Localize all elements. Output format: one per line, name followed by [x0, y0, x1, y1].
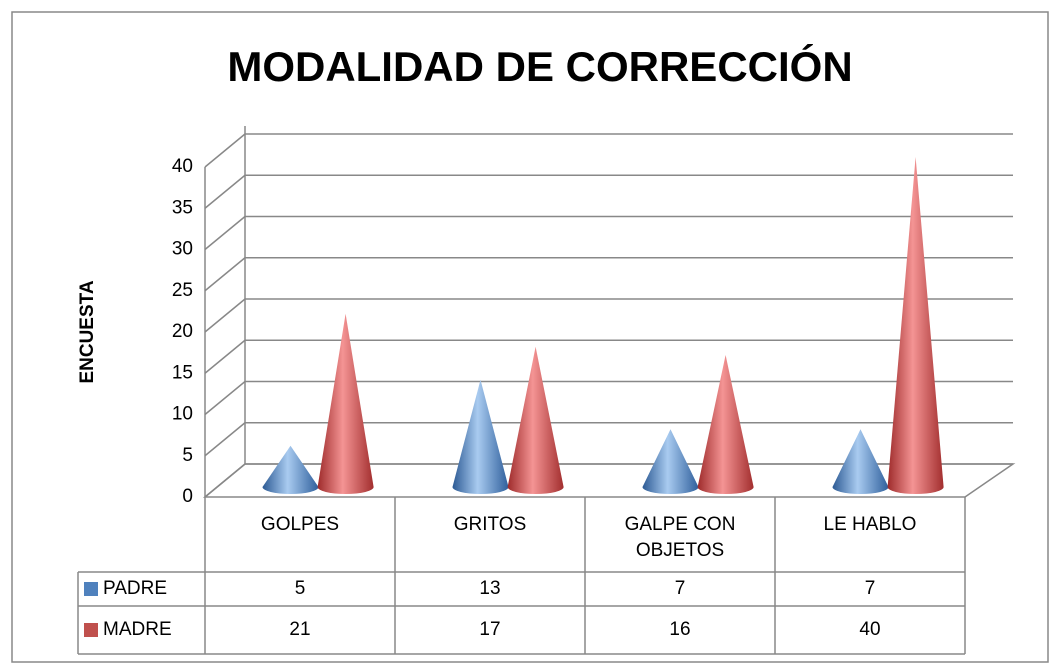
x-tick-label: GRITOS [453, 514, 527, 535]
y-tick-label: 5 [182, 445, 193, 466]
table-value: 7 [675, 578, 686, 599]
y-tick-label: 15 [172, 362, 193, 383]
legend-label: MADRE [103, 619, 172, 640]
table-value: 16 [669, 619, 690, 640]
table-value: 7 [865, 578, 876, 599]
x-tick-label: LE HABLO [823, 514, 917, 535]
cone [452, 379, 509, 495]
y-axis-label: ENCUESTA [77, 280, 98, 383]
y-tick-label: 10 [172, 404, 193, 425]
side-grid-line [204, 339, 246, 374]
chart-border [11, 11, 1049, 663]
side-grid-line [204, 257, 246, 292]
table-value: 13 [479, 578, 500, 599]
cone [697, 355, 754, 495]
cone [642, 429, 699, 495]
side-grid-line [204, 298, 246, 333]
legend-key [84, 623, 98, 637]
y-tick-label: 35 [172, 197, 193, 218]
cone [262, 445, 319, 495]
side-grid-line [204, 422, 246, 457]
side-grid-line [204, 380, 246, 416]
y-tick-label: 25 [172, 280, 193, 301]
y-tick-label: 20 [172, 321, 193, 342]
legend-key [84, 582, 98, 596]
table-value: 21 [289, 619, 310, 640]
side-grid-line [204, 133, 246, 168]
y-tick-label: 40 [172, 156, 193, 177]
legend-label: PADRE [103, 578, 167, 599]
cone [507, 346, 564, 494]
y-tick-label: 30 [172, 239, 193, 260]
cone [832, 429, 889, 495]
y-tick-label: 0 [182, 486, 193, 507]
table-value: 40 [859, 619, 880, 640]
cone [887, 157, 944, 495]
table-value: 5 [295, 578, 306, 599]
x-tick-label: GALPE CON OBJETOS [624, 514, 736, 561]
cone [317, 313, 374, 495]
side-grid-line [204, 215, 246, 251]
side-grid-line [204, 174, 246, 209]
side-grid-line [204, 463, 246, 498]
table-value: 17 [479, 619, 500, 640]
x-tick-label: GOLPES [260, 514, 340, 535]
chart-title: MODALIDAD DE CORRECCIÓN [227, 42, 852, 90]
